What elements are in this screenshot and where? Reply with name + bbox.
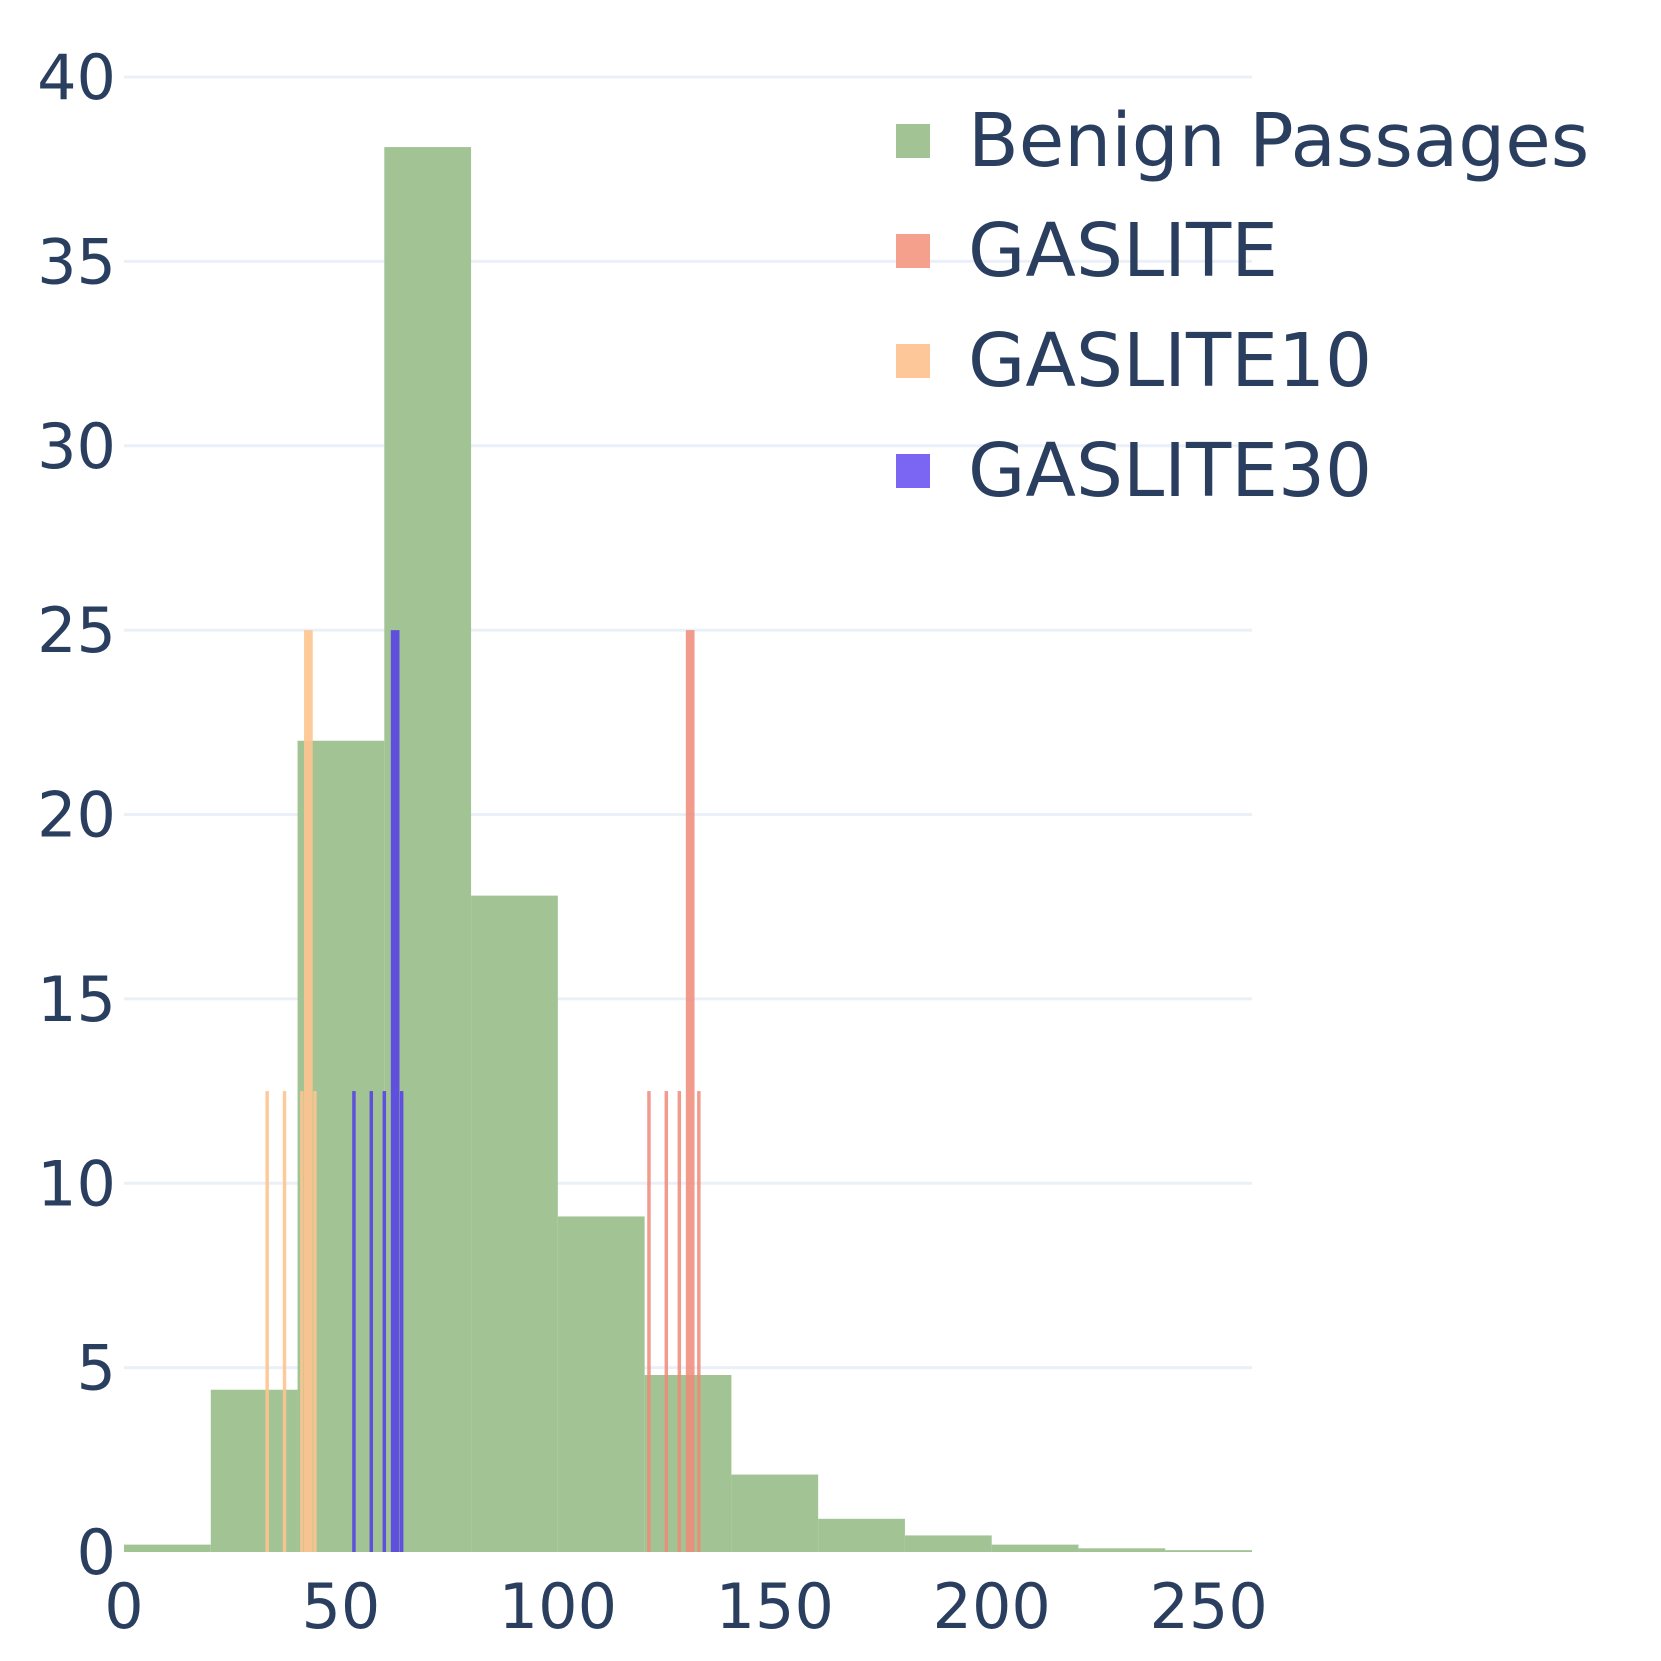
gaslite30-bar-3 [390,630,400,1552]
histogram-bin-0 [124,1544,211,1552]
x-tick-label: 250 [1149,1570,1267,1643]
legend-swatch [896,344,930,378]
y-tick-label: 0 [77,1516,116,1589]
gaslite10-bar-2 [300,1091,304,1552]
histogram-bin-10 [991,1544,1079,1552]
y-tick-label: 35 [37,225,116,298]
histogram-bin-12 [1165,1550,1252,1552]
legend-swatch [896,234,930,268]
gaslite30-bar-1 [369,1091,374,1552]
gaslite-bar-2 [677,1091,682,1552]
x-axis-ticks: 0 50 100 150 200 250 [104,1570,1268,1643]
y-tick-label: 15 [37,963,116,1036]
gaslite30-bar-0 [352,1091,356,1552]
legend-item: GASLITE30 [896,428,1372,514]
gaslite10-bar-0 [265,1091,269,1552]
histogram-bin-5 [557,1216,645,1552]
x-tick-label: 100 [499,1570,617,1643]
x-tick-label: 200 [933,1570,1051,1643]
gaslite10-bar-4 [313,1091,317,1552]
legend-swatch [896,454,930,488]
y-tick-label: 5 [77,1332,116,1405]
gaslite10-bar-1 [282,1091,287,1552]
legend-item: Benign Passages [896,98,1589,184]
gaslite30-bar-4 [399,1091,404,1552]
legend-label: GASLITE10 [968,318,1372,404]
y-tick-label: 10 [37,1147,116,1220]
gaslite30-bar-2 [382,1091,387,1552]
y-tick-label: 25 [37,594,116,667]
gaslite10-bar-3 [304,630,313,1552]
y-tick-label: 40 [37,41,116,114]
y-tick-label: 30 [37,410,116,483]
gaslite-bar-0 [647,1091,651,1552]
x-tick-label: 50 [301,1570,380,1643]
x-tick-label: 0 [104,1570,143,1643]
histogram-bin-9 [904,1535,992,1552]
attack-series [265,630,701,1552]
y-tick-label: 20 [37,779,116,852]
x-tick-label: 150 [716,1570,834,1643]
histogram-bin-7 [731,1474,819,1552]
gaslite-bar-4 [697,1091,701,1552]
legend-item: GASLITE10 [896,318,1372,404]
y-axis-ticks: 0 5 10 15 20 25 30 35 40 [37,41,116,1589]
legend-label: GASLITE [968,208,1278,294]
legend: Benign Passages GASLITE GASLITE10 GASLITE30 [896,98,1589,514]
legend-label: Benign Passages [968,98,1589,184]
histogram-bin-11 [1078,1548,1166,1552]
legend-swatch [896,124,930,158]
gaslite-bar-3 [685,630,695,1552]
histogram-bin-8 [818,1518,905,1552]
histogram-bin-4 [471,895,558,1552]
gaslite-bar-1 [664,1091,669,1552]
legend-item: GASLITE [896,208,1278,294]
legend-label: GASLITE30 [968,428,1372,514]
